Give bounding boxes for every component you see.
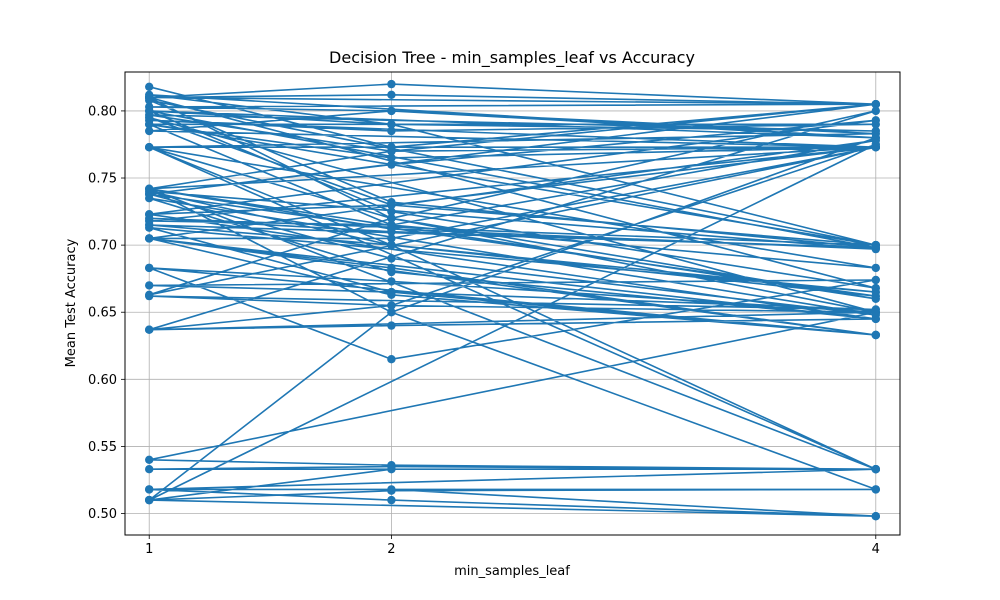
data-point — [145, 223, 154, 232]
data-point — [387, 495, 396, 505]
data-point — [387, 214, 396, 223]
data-point — [871, 106, 880, 116]
data-point — [145, 82, 154, 92]
data-point — [871, 512, 880, 521]
data-point — [145, 495, 154, 505]
data-point — [387, 207, 396, 216]
data-point — [145, 291, 154, 301]
data-point — [387, 263, 396, 273]
series — [145, 79, 880, 521]
data-point — [387, 200, 396, 210]
data-point — [387, 90, 396, 100]
data-point — [871, 308, 880, 317]
data-point — [145, 113, 154, 122]
data-point — [387, 79, 396, 89]
y-tick-label: 0.60 — [88, 373, 117, 388]
series-line — [148, 83, 877, 517]
data-point — [145, 485, 154, 494]
data-point — [145, 281, 154, 290]
data-point — [387, 106, 396, 116]
data-point — [387, 254, 396, 263]
data-point — [387, 277, 396, 286]
data-point — [871, 100, 880, 109]
axes: 1 2 4 0.50 0.55 0.60 0.65 0.70 0.75 0.80 — [88, 104, 880, 557]
data-point — [871, 287, 880, 297]
data-point — [387, 120, 396, 129]
data-point — [145, 184, 154, 193]
data-point — [387, 308, 396, 317]
data-point — [871, 140, 880, 149]
y-tick-label: 0.70 — [88, 239, 117, 254]
y-axis-label: Mean Test Accuracy — [64, 238, 79, 367]
data-point — [387, 301, 396, 310]
data-point — [145, 143, 154, 152]
data-point — [145, 126, 154, 136]
data-point — [387, 227, 396, 236]
data-point — [387, 321, 396, 330]
data-point — [387, 355, 396, 364]
y-tick-label: 0.80 — [88, 104, 117, 119]
data-point — [387, 465, 396, 474]
data-point — [871, 243, 880, 252]
data-point — [871, 133, 880, 142]
x-tick-label: 2 — [387, 542, 395, 557]
data-point — [387, 126, 396, 136]
data-point — [145, 194, 154, 203]
data-point — [871, 465, 880, 474]
plot-frame — [124, 71, 901, 536]
data-point — [145, 455, 154, 464]
data-point — [387, 290, 396, 299]
data-point — [871, 275, 880, 285]
data-point — [387, 240, 396, 250]
data-point — [145, 465, 154, 474]
data-point — [871, 330, 880, 340]
x-axis-label: min_samples_leaf — [454, 564, 570, 579]
data-point — [387, 486, 396, 495]
data-point — [387, 234, 396, 243]
data-point — [387, 153, 396, 163]
y-tick-label: 0.75 — [88, 172, 117, 187]
data-point — [145, 234, 154, 243]
x-tick-label: 4 — [872, 542, 880, 557]
chart-title: Decision Tree - min_samples_leaf vs Accu… — [329, 48, 695, 68]
data-point — [145, 106, 154, 116]
data-point — [145, 263, 154, 273]
data-point — [871, 263, 880, 273]
data-point — [871, 116, 880, 125]
data-point — [145, 325, 154, 334]
data-point — [871, 485, 880, 494]
data-point — [145, 120, 154, 129]
y-tick-label: 0.50 — [88, 507, 117, 522]
data-point — [145, 214, 154, 223]
y-tick-label: 0.65 — [88, 306, 117, 321]
data-point — [387, 147, 396, 156]
y-tick-label: 0.55 — [88, 440, 117, 455]
x-tick-label: 1 — [145, 542, 153, 557]
data-point — [387, 160, 396, 169]
data-point — [871, 314, 880, 324]
data-point — [145, 93, 154, 102]
